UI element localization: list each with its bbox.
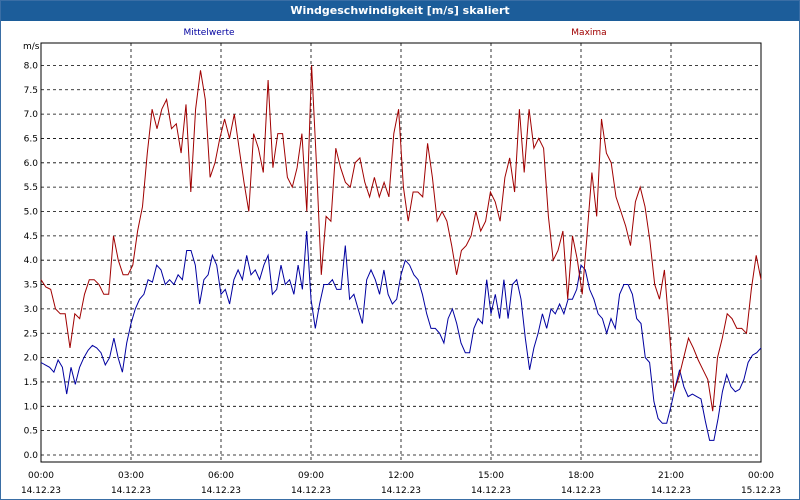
chart-title: Windgeschwindigkeit [m/s] skaliert (1, 1, 799, 21)
x-tick-time: 06:00 (208, 471, 234, 481)
x-tick-time: 03:00 (118, 471, 144, 481)
x-tick-time: 18:00 (568, 471, 594, 481)
legend-mittelwerte: Mittelwerte (183, 28, 234, 38)
x-tick-date: 14.12.23 (21, 486, 61, 496)
y-tick-label: 1.5 (24, 378, 38, 388)
y-tick-label: 2.5 (24, 329, 38, 339)
y-axis-ticks: 0.0 0.5 1.0 1.5 2.0 2.5 3.0 3.5 4.0 4.5 5.0 5.5 6.0 6… (24, 61, 39, 461)
y-tick-label: 3.5 (24, 281, 38, 291)
x-axis-ticks: 00:00 14.12.23 03:00 14.12.23 06:00 14.12.23 0… (21, 471, 781, 496)
x-tick-date: 15.12.23 (741, 486, 781, 496)
y-axis-label: m/s (23, 42, 40, 52)
y-tick-label: 0.5 (24, 427, 38, 437)
y-tick-label: 4.0 (24, 256, 39, 266)
y-tick-label: 5.5 (24, 183, 38, 193)
x-tick-time: 00:00 (28, 471, 54, 481)
y-tick-label: 7.5 (24, 86, 38, 96)
x-tick-time: 09:00 (298, 471, 324, 481)
y-tick-label: 7.0 (24, 110, 39, 120)
y-tick-label: 3.0 (24, 305, 39, 315)
series-line-mittelwerte (40, 230, 762, 441)
y-tick-label: 4.5 (24, 232, 38, 242)
x-tick-time: 15:00 (478, 471, 504, 481)
series-lines (40, 65, 762, 441)
x-tick-date: 14.12.23 (561, 486, 601, 496)
x-tick-date: 14.12.23 (471, 486, 511, 496)
x-tick-date: 14.12.23 (111, 486, 151, 496)
y-tick-label: 5.0 (24, 208, 39, 218)
x-tick-time: 12:00 (388, 471, 414, 481)
series-line-maxima (40, 65, 762, 412)
y-tick-label: 6.0 (24, 159, 39, 169)
x-tick-date: 14.12.23 (381, 486, 421, 496)
y-tick-label: 0.0 (24, 451, 39, 461)
x-tick-date: 14.12.23 (651, 486, 691, 496)
x-tick-date: 14.12.23 (291, 486, 331, 496)
x-tick-time: 00:00 (748, 471, 774, 481)
y-tick-label: 6.5 (24, 134, 38, 144)
y-tick-label: 1.0 (24, 402, 39, 412)
x-tick-date: 14.12.23 (201, 486, 241, 496)
y-tick-label: 8.0 (24, 61, 39, 71)
legend-maxima: Maxima (571, 28, 606, 38)
x-tick-time: 21:00 (658, 471, 684, 481)
y-tick-label: 2.0 (24, 354, 39, 364)
